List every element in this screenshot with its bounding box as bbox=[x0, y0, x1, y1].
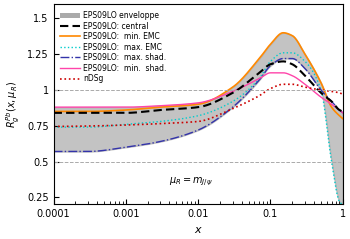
EPS09LO:  max. EMC: (0.024, 0.894): max. EMC: (0.024, 0.894) bbox=[224, 104, 228, 107]
EPS09LO: central: (0.024, 0.954): central: (0.024, 0.954) bbox=[224, 95, 228, 98]
X-axis label: $x$: $x$ bbox=[194, 225, 203, 235]
EPS09LO:  min. EMC: (0.00839, 0.895): min. EMC: (0.00839, 0.895) bbox=[191, 103, 195, 106]
nDSg bbox=[189, 121, 193, 124]
EPS09LO: central: (0.149, 1.2): central: (0.149, 1.2) bbox=[281, 60, 285, 63]
Line: EPS09LO:  max. shad.: EPS09LO: max. shad. bbox=[54, 59, 343, 152]
EPS09LO:  max. EMC: (0.00794, 0.81): max. EMC: (0.00794, 0.81) bbox=[189, 116, 193, 119]
EPS09LO: central: (0.193, 1.18): central: (0.193, 1.18) bbox=[289, 62, 293, 65]
Line: EPS09LO:  min.  shad.: EPS09LO: min. shad. bbox=[54, 73, 343, 113]
Legend: EPS09LO enveloppe, EPS09LO: central, EPS09LO:  min. EMC, EPS09LO:  max. EMC, EPS: EPS09LO enveloppe, EPS09LO: central, EPS… bbox=[57, 8, 170, 86]
EPS09LO:  min. EMC: (0.193, 1.38): min. EMC: (0.193, 1.38) bbox=[289, 34, 293, 37]
Line: nDSg: nDSg bbox=[54, 84, 343, 126]
EPS09LO:  max. shad.: (0.0146, 0.764): max. shad.: (0.0146, 0.764) bbox=[208, 122, 212, 125]
EPS09LO:  max. EMC: (1, 0.2): max. EMC: (1, 0.2) bbox=[341, 203, 345, 206]
nDSg bbox=[341, 93, 345, 96]
EPS09LO:  max. shad.: (0.024, 0.841): max. shad.: (0.024, 0.841) bbox=[224, 111, 228, 114]
EPS09LO: central: (0.00839, 0.876): central: (0.00839, 0.876) bbox=[191, 106, 195, 109]
EPS09LO:  min. EMC: (1, 0.8): min. EMC: (1, 0.8) bbox=[341, 117, 345, 120]
nDSg bbox=[281, 83, 286, 86]
EPS09LO:  min.  shad.: (0.00794, 0.904): min. shad.: (0.00794, 0.904) bbox=[189, 102, 193, 105]
EPS09LO:  min. EMC: (0.00794, 0.894): min. EMC: (0.00794, 0.894) bbox=[189, 104, 193, 107]
EPS09LO:  max. shad.: (0.152, 1.22): max. shad.: (0.152, 1.22) bbox=[281, 57, 286, 60]
EPS09LO:  min.  shad.: (0.00839, 0.906): min. shad.: (0.00839, 0.906) bbox=[191, 102, 195, 105]
nDSg bbox=[334, 91, 338, 94]
EPS09LO:  max. shad.: (0.00794, 0.7): max. shad.: (0.00794, 0.7) bbox=[189, 131, 193, 134]
EPS09LO:  max. shad.: (0.0001, 0.57): max. shad.: (0.0001, 0.57) bbox=[51, 150, 56, 153]
EPS09LO:  max. EMC: (0.00839, 0.812): max. EMC: (0.00839, 0.812) bbox=[191, 115, 195, 118]
EPS09LO:  max. shad.: (0.00839, 0.705): max. shad.: (0.00839, 0.705) bbox=[191, 131, 195, 134]
EPS09LO:  min.  shad.: (1, 0.84): min. shad.: (1, 0.84) bbox=[341, 111, 345, 114]
EPS09LO:  max. shad.: (0.193, 1.22): max. shad.: (0.193, 1.22) bbox=[289, 57, 293, 60]
nDSg bbox=[191, 120, 195, 123]
EPS09LO:  min.  shad.: (0.0146, 0.929): min. shad.: (0.0146, 0.929) bbox=[208, 99, 212, 102]
nDSg bbox=[208, 117, 212, 120]
Line: EPS09LO:  min. EMC: EPS09LO: min. EMC bbox=[54, 33, 343, 119]
EPS09LO: central: (0.0001, 0.84): central: (0.0001, 0.84) bbox=[51, 111, 56, 114]
EPS09LO:  min. EMC: (0.149, 1.4): min. EMC: (0.149, 1.4) bbox=[281, 31, 285, 34]
EPS09LO: central: (0.00794, 0.874): central: (0.00794, 0.874) bbox=[189, 107, 193, 109]
EPS09LO:  max. EMC: (0.0001, 0.74): max. EMC: (0.0001, 0.74) bbox=[51, 126, 56, 129]
EPS09LO:  max. EMC: (0.816, 0.295): max. EMC: (0.816, 0.295) bbox=[334, 189, 338, 192]
Text: $\mu_R=m_{J/\psi}$: $\mu_R=m_{J/\psi}$ bbox=[169, 175, 213, 188]
EPS09LO:  min.  shad.: (0.816, 0.876): min. shad.: (0.816, 0.876) bbox=[334, 106, 338, 109]
EPS09LO:  max. shad.: (0.816, 0.882): max. shad.: (0.816, 0.882) bbox=[334, 105, 338, 108]
EPS09LO: central: (0.816, 0.88): central: (0.816, 0.88) bbox=[334, 106, 338, 109]
EPS09LO:  max. EMC: (0.0146, 0.845): max. EMC: (0.0146, 0.845) bbox=[208, 111, 212, 114]
Line: EPS09LO:  max. EMC: EPS09LO: max. EMC bbox=[54, 53, 343, 204]
nDSg bbox=[289, 83, 293, 86]
EPS09LO: central: (1, 0.85): central: (1, 0.85) bbox=[341, 110, 345, 113]
EPS09LO:  min.  shad.: (0.024, 0.97): min. shad.: (0.024, 0.97) bbox=[224, 93, 228, 96]
EPS09LO:  min. EMC: (0.0146, 0.925): min. EMC: (0.0146, 0.925) bbox=[208, 99, 212, 102]
EPS09LO:  max. EMC: (0.152, 1.26): max. EMC: (0.152, 1.26) bbox=[281, 51, 286, 54]
EPS09LO:  max. shad.: (1, 0.84): max. shad.: (1, 0.84) bbox=[341, 111, 345, 114]
EPS09LO:  max. EMC: (0.193, 1.26): max. EMC: (0.193, 1.26) bbox=[289, 51, 293, 54]
EPS09LO:  min. EMC: (0.024, 0.987): min. EMC: (0.024, 0.987) bbox=[224, 90, 228, 93]
EPS09LO:  min.  shad.: (0.101, 1.12): min. shad.: (0.101, 1.12) bbox=[269, 71, 273, 74]
nDSg bbox=[224, 110, 228, 113]
EPS09LO: central: (0.0146, 0.902): central: (0.0146, 0.902) bbox=[208, 103, 212, 105]
Line: EPS09LO: central: EPS09LO: central bbox=[54, 61, 343, 113]
Y-axis label: $R_g^{Pb}(x,\mu_R)$: $R_g^{Pb}(x,\mu_R)$ bbox=[4, 81, 22, 128]
EPS09LO:  min. EMC: (0.0001, 0.85): min. EMC: (0.0001, 0.85) bbox=[51, 110, 56, 113]
nDSg bbox=[51, 125, 56, 128]
EPS09LO:  min. EMC: (0.816, 0.84): min. EMC: (0.816, 0.84) bbox=[334, 111, 338, 114]
EPS09LO:  min.  shad.: (0.193, 1.1): min. shad.: (0.193, 1.1) bbox=[289, 74, 293, 77]
EPS09LO:  min.  shad.: (0.0001, 0.88): min. shad.: (0.0001, 0.88) bbox=[51, 106, 56, 109]
